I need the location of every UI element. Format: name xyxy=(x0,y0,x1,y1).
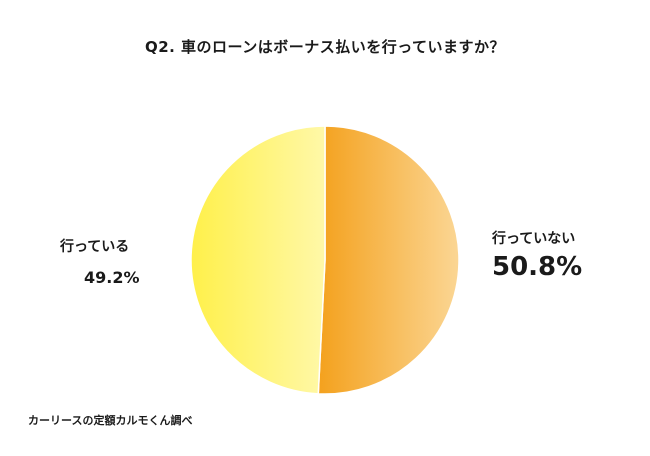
label-no-value: 50.8% xyxy=(492,252,583,282)
source-note: カーリースの定額カルモくん調べ xyxy=(28,414,193,427)
label-yes: 行っている 49.2% xyxy=(60,236,140,287)
label-yes-name: 行っている xyxy=(60,239,130,255)
label-no: 行っていない 50.8% xyxy=(492,228,582,282)
label-no-name: 行っていない xyxy=(492,231,576,247)
pie-slice-not-doing xyxy=(317,125,460,395)
pie-slice-doing xyxy=(190,125,326,395)
chart-title: Q2. 車のローンはボーナス払いを行っていますか？ xyxy=(144,38,506,56)
label-yes-value: 49.2% xyxy=(84,268,140,287)
